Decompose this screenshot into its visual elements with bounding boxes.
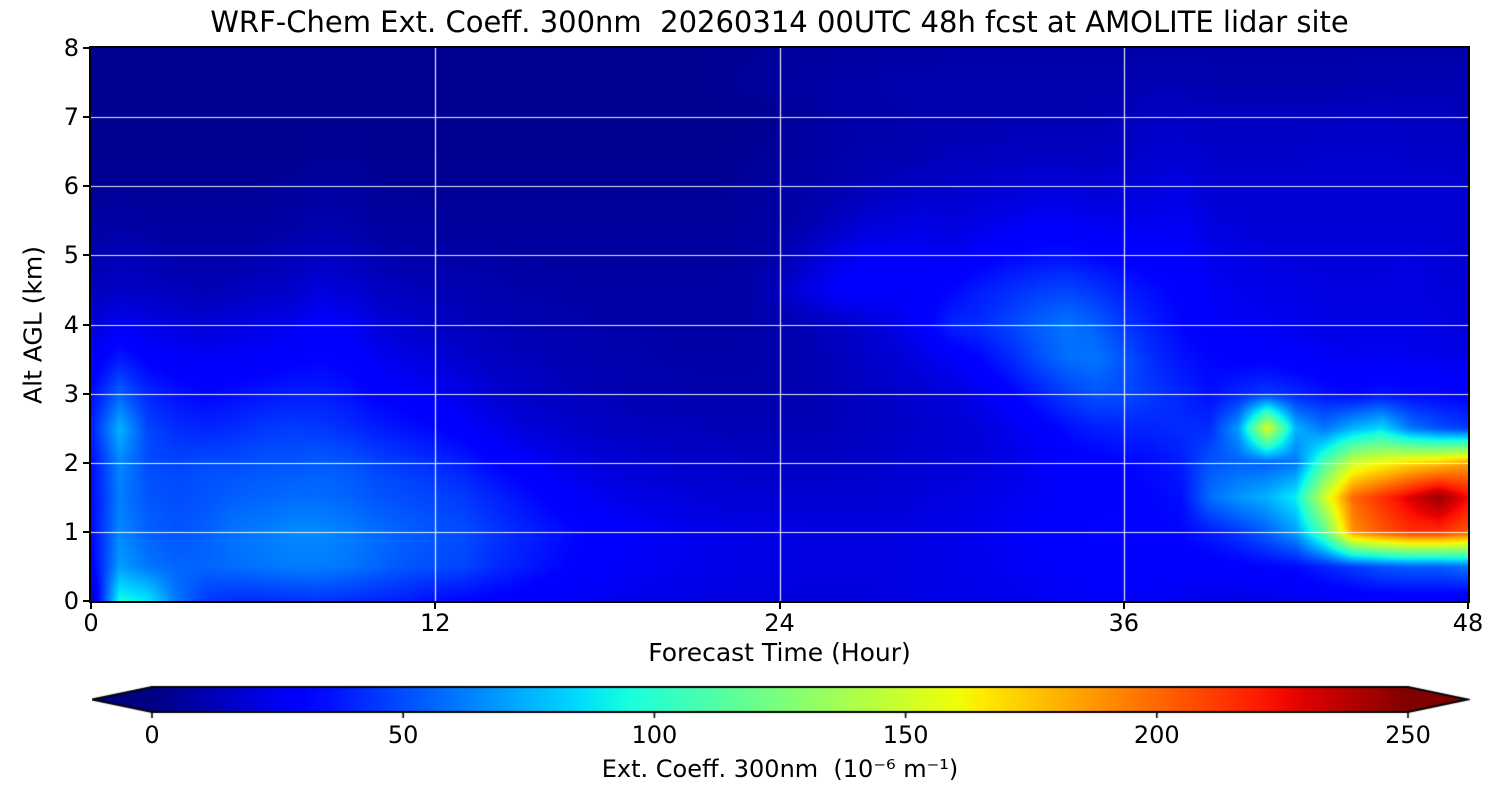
y-tick-label: 7 [63,103,79,132]
y-tick-mark [83,392,89,395]
heatmap-plot-area [89,46,1470,603]
y-tick-mark [83,461,89,464]
x-tick-label: 48 [1452,609,1484,637]
x-tick-mark [90,603,92,609]
y-tick-mark [83,323,89,326]
y-tick-mark [83,116,89,119]
x-tick-mark [778,603,781,609]
plot-title: WRF-Chem Ext. Coeff. 300nm 20260314 00UT… [210,5,1349,39]
x-tick-mark [1467,603,1469,609]
colorbar-tick-label: 0 [144,721,160,749]
colorbar-tick-label: 50 [387,721,419,749]
y-tick-label: 8 [63,34,79,62]
x-tick-mark [434,603,437,609]
y-tick-label: 0 [63,587,79,615]
colorbar-tick-label: 200 [1133,721,1180,749]
y-tick-label: 2 [63,448,79,477]
colorbar-tick-label: 150 [882,721,929,749]
x-tick-label: 12 [419,609,451,637]
x-tick-label: 0 [83,609,99,637]
colorbar-label: Ext. Coeff. 300nm (10⁻⁶ m⁻¹) [601,755,959,783]
y-tick-mark [83,530,89,533]
y-tick-label: 5 [63,241,79,270]
y-tick-mark [83,47,89,49]
x-tick-label: 24 [764,609,795,637]
colorbar-tick-label: 100 [631,721,678,749]
colorbar [92,683,1470,723]
y-tick-label: 6 [63,172,79,201]
y-tick-mark [83,185,89,188]
y-tick-label: 1 [63,517,79,546]
x-axis-label: Forecast Time (Hour) [648,638,911,667]
y-axis-label: Alt AGL (km) [18,245,48,405]
y-tick-mark [83,600,89,602]
y-tick-mark [83,254,89,257]
y-tick-label: 4 [63,310,79,339]
y-tick-label: 3 [63,379,79,408]
x-tick-mark [1122,603,1125,609]
x-tick-label: 36 [1108,609,1140,637]
colorbar-tick-label: 250 [1385,721,1431,749]
